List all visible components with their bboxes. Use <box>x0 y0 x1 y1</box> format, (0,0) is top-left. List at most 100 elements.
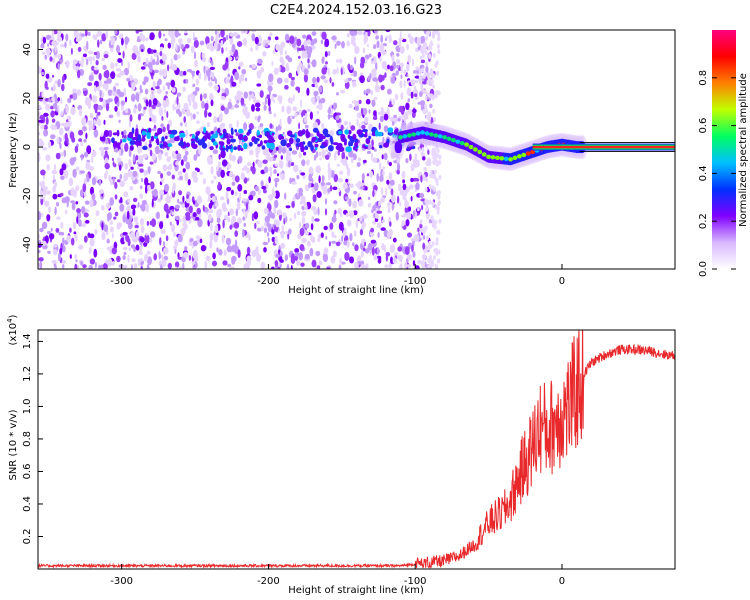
spectrogram-cell <box>59 247 63 255</box>
spectrogram-cell <box>133 263 138 269</box>
spectrogram-cell <box>89 125 94 130</box>
spectrogram-cell <box>321 67 327 75</box>
spectrogram-cell <box>69 131 75 140</box>
spectrogram-cell <box>57 105 60 114</box>
spectrogram-cell <box>406 73 409 78</box>
spectrogram-cell <box>290 264 293 269</box>
spectrogram-cell <box>167 84 170 90</box>
spectrogram-cell <box>194 134 199 142</box>
spectrogram-cell <box>98 80 103 88</box>
spectrogram-cell <box>50 124 56 130</box>
spectrogram-cell <box>273 136 278 140</box>
spectrogram-heat-layer <box>38 30 442 269</box>
spectrogram-cell <box>118 91 125 98</box>
spectrogram-cell <box>113 241 118 250</box>
spectrogram-cell <box>400 108 405 115</box>
spectrogram-cell <box>141 199 147 206</box>
spectrogram-cell <box>231 43 236 53</box>
spectrogram-cell <box>238 155 243 164</box>
spectrogram-cell <box>412 251 416 258</box>
spectrogram-cell <box>237 184 243 192</box>
spectrogram-cell <box>273 154 277 159</box>
spectrogram-cell <box>305 113 308 118</box>
spectrogram-cell <box>435 240 439 246</box>
spectrogram-cell <box>209 232 214 242</box>
spectrogram-cell <box>157 127 163 135</box>
spectrogram-cell <box>46 164 50 171</box>
spectrogram-cell <box>274 177 280 183</box>
spectrogram-cell <box>103 129 110 138</box>
spectrogram-cell <box>325 149 329 153</box>
spectrogram-cell <box>433 147 436 153</box>
spectrogram-cell <box>101 57 105 62</box>
spectrogram-cell <box>111 247 118 255</box>
spectrogram-cell <box>349 135 353 142</box>
spectrogram-cell <box>435 144 439 150</box>
spectrogram-cell <box>290 255 296 264</box>
spectrogram-cell <box>166 209 171 214</box>
colorbar-tick-label: 0.8 <box>698 70 709 86</box>
spectrogram-cell <box>345 178 349 183</box>
spectrogram-cell <box>156 140 160 146</box>
spectrogram-cell <box>45 190 51 195</box>
spectrogram-cell <box>177 170 183 176</box>
spectrogram-cell <box>248 194 254 201</box>
spectrogram-cell <box>94 228 98 235</box>
spectrogram-cell <box>86 145 92 155</box>
spectrogram-cell <box>173 231 176 238</box>
spectrogram-cell <box>190 45 195 53</box>
spectrogram-cell <box>216 247 219 253</box>
spectrogram-cell <box>154 132 158 137</box>
spectrogram-cell <box>225 190 229 200</box>
spectrogram-cell <box>420 151 424 156</box>
spectrogram-cell <box>307 46 313 54</box>
spectrogram-cell <box>256 227 262 232</box>
spectrogram-cell <box>161 53 167 62</box>
spectrogram-cell <box>219 132 222 136</box>
spectrogram-cell <box>322 128 329 136</box>
spectrogram-cell <box>410 91 414 99</box>
spectrogram-cell <box>51 30 55 37</box>
spectrogram-cell <box>211 195 216 203</box>
spectrogram-cell <box>397 118 401 122</box>
spectrogram-cell <box>303 73 308 83</box>
spectrogram-cell <box>165 197 171 204</box>
spectrogram-cell <box>391 202 394 211</box>
spectrogram-cell <box>385 187 388 196</box>
spectrogram-cell <box>238 134 244 141</box>
spectrogram-cell <box>64 196 70 203</box>
spectrogram-cell <box>160 46 164 51</box>
spectrogram-cell <box>330 255 336 264</box>
spectrogram-cell <box>61 83 65 92</box>
spectrogram-cell <box>310 144 314 152</box>
spectrogram-cell <box>269 123 273 129</box>
spectrogram-cell <box>53 249 58 256</box>
spectrogram-cell <box>203 65 206 74</box>
spectrogram-cell <box>87 233 91 237</box>
spectrogram-cell <box>161 136 165 143</box>
spectrogram-cell <box>160 123 164 128</box>
spectrogram-cell <box>96 86 101 92</box>
spectrogram-cell <box>91 155 94 164</box>
spectrogram-cell <box>175 161 179 166</box>
spectrogram-cell <box>38 132 41 136</box>
spectrogram-cell <box>396 156 401 164</box>
spectrogram-cell <box>342 182 348 190</box>
spectrogram-cell <box>373 212 376 219</box>
spectrogram-cell <box>246 246 251 255</box>
spectrogram-cell <box>148 99 152 109</box>
spectrogram-cell <box>277 209 283 216</box>
spectrogram-cell <box>163 109 167 114</box>
spectrogram-cell <box>52 102 58 110</box>
spectrogram-cell <box>87 97 92 105</box>
spectrogram-cell <box>162 142 169 148</box>
spectrogram-cell <box>408 144 412 151</box>
spectrogram-cell <box>327 67 330 76</box>
spectrogram-cell <box>290 80 295 87</box>
spectrogram-cell <box>180 159 184 166</box>
spectrogram-cell <box>237 249 241 258</box>
spectrogram-cell <box>38 153 41 162</box>
spectrogram-cell <box>143 106 147 110</box>
spectrogram-cell <box>171 174 175 180</box>
spectrogram-cell <box>186 37 192 44</box>
